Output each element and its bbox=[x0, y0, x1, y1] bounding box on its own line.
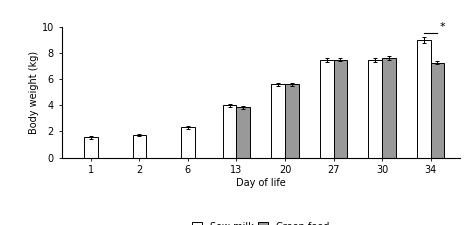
Bar bbox=[272, 84, 285, 158]
Bar bbox=[237, 107, 250, 158]
X-axis label: Day of life: Day of life bbox=[236, 178, 285, 188]
Bar bbox=[181, 128, 195, 158]
Bar bbox=[84, 137, 98, 158]
Bar bbox=[382, 58, 396, 158]
Legend: Sow milk, Creep feed: Sow milk, Creep feed bbox=[190, 220, 331, 225]
Bar bbox=[368, 60, 382, 158]
Text: *: * bbox=[440, 22, 446, 32]
Bar bbox=[417, 40, 431, 158]
Bar bbox=[223, 105, 237, 158]
Bar bbox=[320, 60, 334, 158]
Y-axis label: Body weight (kg): Body weight (kg) bbox=[29, 51, 39, 134]
Bar bbox=[285, 84, 299, 158]
Bar bbox=[334, 60, 347, 158]
Bar bbox=[431, 63, 444, 158]
Bar bbox=[133, 135, 146, 157]
